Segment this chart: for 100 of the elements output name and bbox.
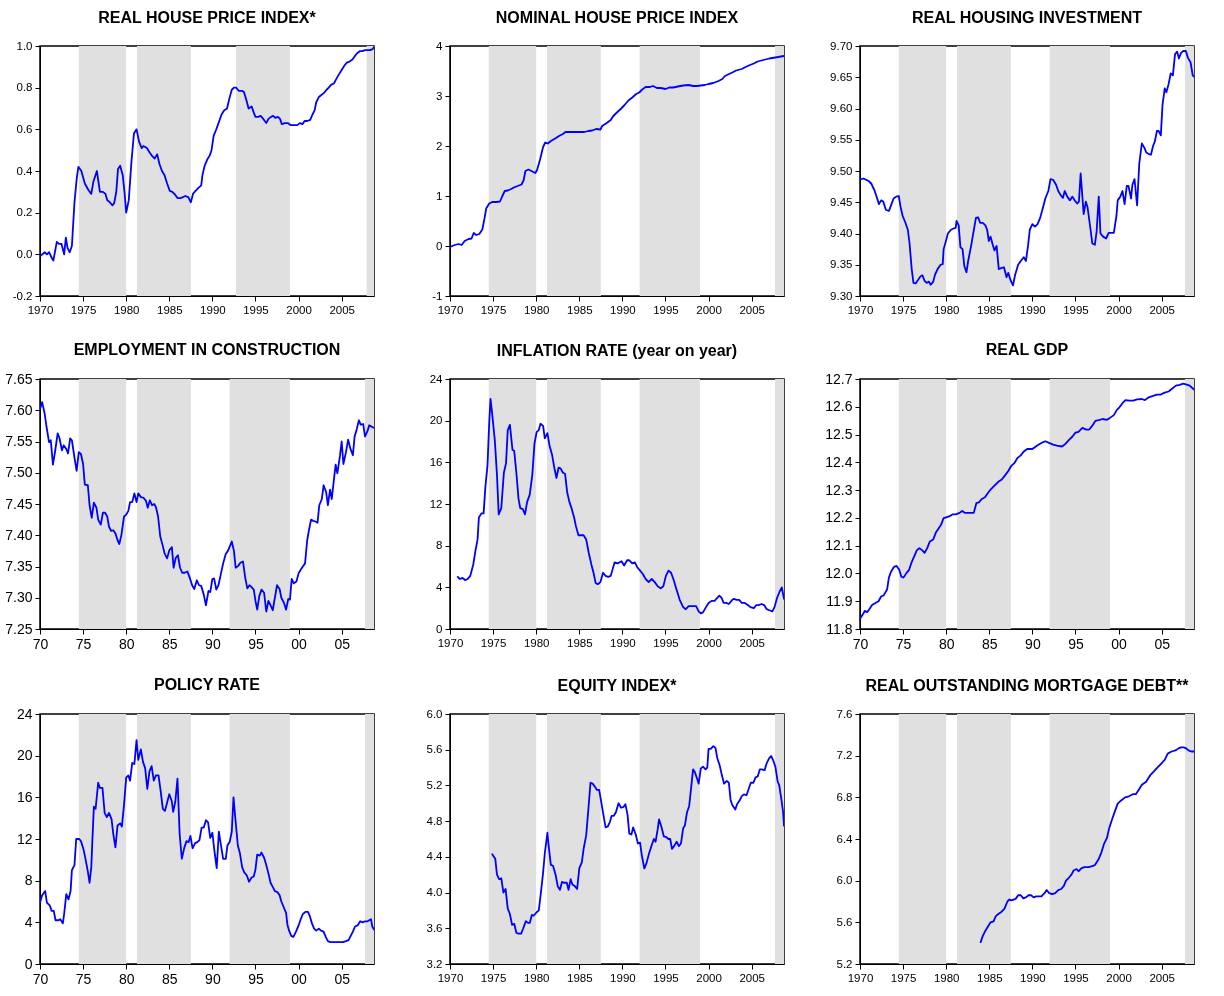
y-tick-label: 7.55 <box>5 433 33 449</box>
x-tick-label: 1975 <box>890 303 917 316</box>
x-tick-label: 1990 <box>610 636 636 649</box>
x-tick-label: 90 <box>205 970 221 987</box>
x-tick-label: 2005 <box>739 971 765 984</box>
line-series <box>491 745 784 935</box>
y-tick-label: 4 <box>436 39 444 52</box>
x-tick-label: 00 <box>291 970 308 987</box>
x-tick-label: 1980 <box>933 303 960 316</box>
y-tick-label: 6.0 <box>836 874 853 887</box>
y-tick-label: 1 <box>436 189 443 202</box>
x-tick-label: 1970 <box>437 303 464 316</box>
y-tick-label: 9.40 <box>830 227 853 239</box>
x-tick-label: 05 <box>1154 635 1171 652</box>
y-tick-label: 7.35 <box>5 558 33 574</box>
y-tick-label: 5.2 <box>836 957 853 970</box>
x-tick-label: 1980 <box>933 971 960 984</box>
y-tick-label: 20 <box>16 747 33 764</box>
y-tick-label: 0.0 <box>16 247 33 260</box>
x-tick-label: 1990 <box>1020 303 1046 316</box>
y-tick-label: 16 <box>429 455 443 468</box>
y-tick-label: 11.8 <box>826 620 853 637</box>
line-series <box>450 55 784 248</box>
y-tick-label: 0 <box>436 239 443 252</box>
y-tick-label: 9.65 <box>830 70 853 83</box>
x-tick-label: 1985 <box>566 636 593 649</box>
x-tick-label: 2000 <box>696 636 722 649</box>
x-tick-label: 70 <box>852 635 869 652</box>
x-tick-label: 1970 <box>437 636 464 649</box>
y-tick-label: 12 <box>429 497 443 510</box>
y-tick-label: 9.30 <box>830 289 853 302</box>
y-tick-label: 12.4 <box>825 453 853 470</box>
y-tick-label: 0 <box>24 955 33 972</box>
y-tick-label: 12.1 <box>825 537 853 554</box>
line-series <box>979 746 1194 944</box>
x-tick-label: 1995 <box>1063 971 1089 984</box>
x-tick-label: 1970 <box>847 303 874 316</box>
y-tick-label: 7.60 <box>5 401 33 418</box>
chart-title: INFLATION RATE (year on year) <box>496 342 738 359</box>
y-tick-label: 7.2 <box>836 749 853 762</box>
x-tick-label: 1975 <box>480 971 507 984</box>
line-series <box>860 382 1194 620</box>
y-tick-label: 12.7 <box>825 370 853 387</box>
y-tick-label: 0.8 <box>16 81 33 94</box>
x-tick-label: 2005 <box>739 303 765 316</box>
y-tick-label: 7.40 <box>5 526 33 543</box>
x-tick-label: 00 <box>291 635 308 652</box>
x-tick-label: 70 <box>32 970 49 987</box>
x-tick-label: 1985 <box>566 971 593 984</box>
y-tick-label: 20 <box>429 414 443 427</box>
x-tick-label: 1975 <box>480 303 507 316</box>
y-tick-label: 7.45 <box>5 495 33 512</box>
x-tick-label: 2000 <box>696 303 722 316</box>
y-tick-label: 8 <box>24 872 33 889</box>
line-series <box>456 397 784 615</box>
y-tick-label: 3.2 <box>426 957 443 970</box>
x-tick-label: 1995 <box>653 971 679 984</box>
chart-title: EQUITY INDEX* <box>557 677 678 694</box>
x-tick-label: 1985 <box>976 971 1003 984</box>
x-tick-label: 1985 <box>156 303 183 316</box>
y-tick-label: 2 <box>436 139 443 152</box>
chart-title: REAL GDP <box>985 341 1069 358</box>
x-tick-label: 1980 <box>113 303 140 316</box>
y-tick-label: 5.6 <box>426 743 443 756</box>
x-tick-label: 80 <box>938 635 955 652</box>
x-tick-label: 2005 <box>1149 971 1175 984</box>
y-tick-label: 12.6 <box>825 398 853 415</box>
x-tick-label: 1970 <box>437 971 464 984</box>
y-tick-label: 9.70 <box>830 39 853 52</box>
x-tick-label: 95 <box>248 970 264 987</box>
x-tick-label: 80 <box>118 635 135 652</box>
x-tick-label: 05 <box>334 635 351 652</box>
line-series <box>40 401 374 613</box>
chart-title: REAL OUTSTANDING MORTGAGE DEBT** <box>865 677 1190 694</box>
y-tick-label: 4.4 <box>426 850 444 863</box>
chart-title: REAL HOUSING INVESTMENT <box>912 9 1143 26</box>
chart-title: POLICY RATE <box>153 676 261 693</box>
x-tick-label: 2005 <box>329 303 355 316</box>
x-tick-label: 1970 <box>27 303 54 316</box>
y-tick-label: 12 <box>16 830 33 847</box>
y-tick-label: 4.0 <box>426 886 443 899</box>
y-tick-label: 12.5 <box>825 426 853 443</box>
x-tick-label: 1995 <box>243 303 269 316</box>
y-tick-label: 5.6 <box>836 915 853 928</box>
x-tick-label: 2000 <box>1106 303 1132 316</box>
y-tick-label: 0.4 <box>16 164 34 177</box>
x-tick-label: 1980 <box>523 971 550 984</box>
x-tick-label: 2005 <box>739 636 765 649</box>
y-tick-label: 4 <box>436 580 444 593</box>
x-tick-label: 2005 <box>1149 303 1175 316</box>
y-tick-label: 6.8 <box>836 790 853 803</box>
x-tick-label: 1990 <box>610 971 636 984</box>
x-tick-label: 75 <box>75 970 92 987</box>
x-tick-label: 85 <box>982 635 998 652</box>
y-tick-label: 7.25 <box>5 620 33 637</box>
chart-title: EMPLOYMENT IN CONSTRUCTION <box>73 341 341 358</box>
x-tick-label: 85 <box>162 970 178 987</box>
y-tick-label: 9.55 <box>830 133 853 146</box>
x-tick-label: 70 <box>32 635 49 652</box>
y-tick-label: 3 <box>436 89 443 102</box>
